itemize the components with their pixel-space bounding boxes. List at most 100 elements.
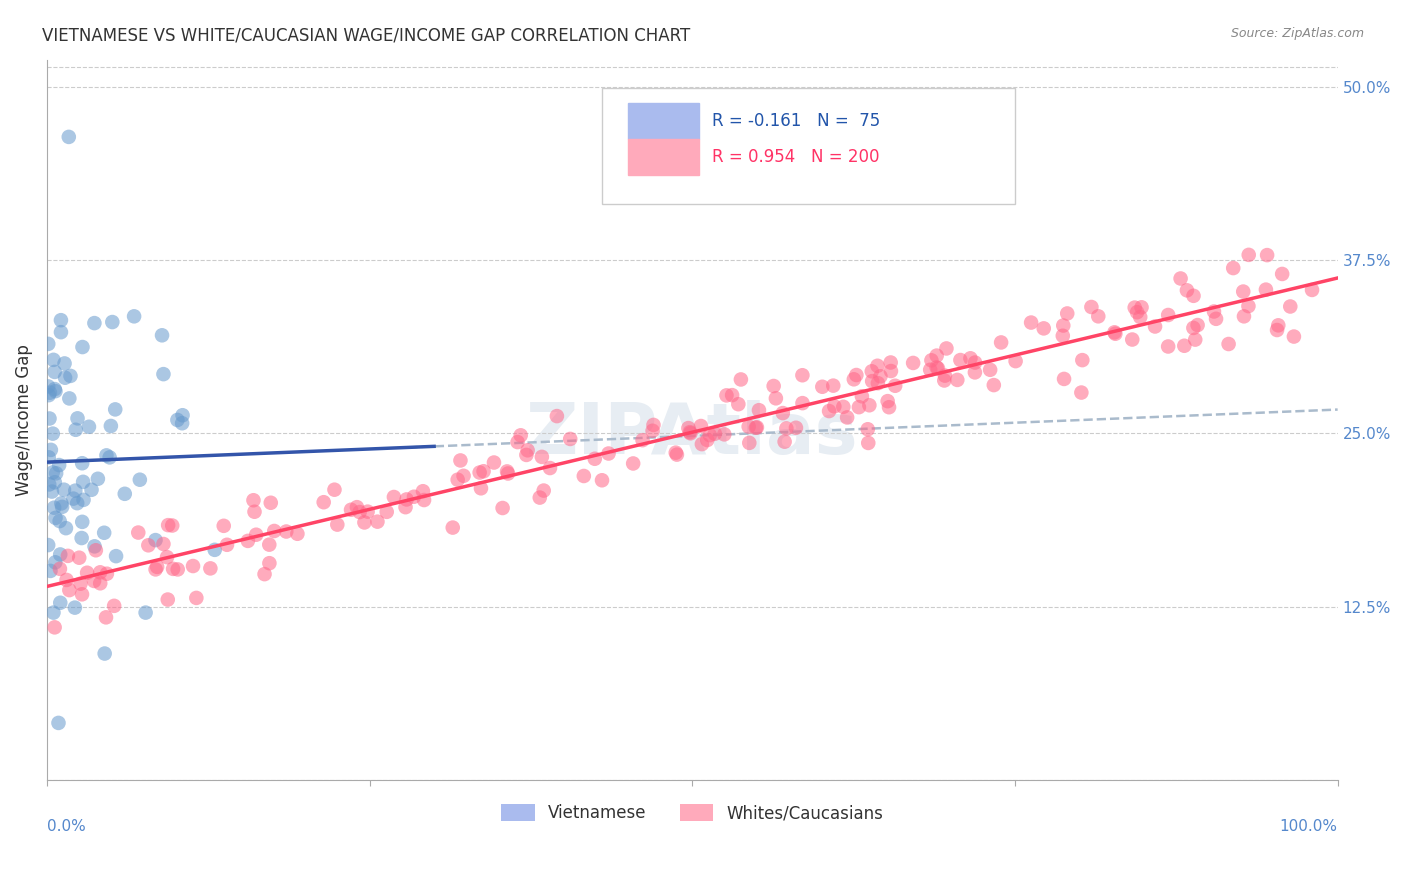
Point xyxy=(583,451,606,466)
Point xyxy=(690,419,713,434)
Point xyxy=(375,505,398,519)
Point xyxy=(67,550,90,565)
Text: VIETNAMESE VS WHITE/CAUCASIAN WAGE/INCOME GAP CORRELATION CHART: VIETNAMESE VS WHITE/CAUCASIAN WAGE/INCOM… xyxy=(42,27,690,45)
Point xyxy=(1233,310,1256,324)
Point xyxy=(49,562,72,576)
Point xyxy=(83,539,105,553)
Point xyxy=(699,428,721,442)
Point xyxy=(66,496,89,510)
Point xyxy=(44,511,66,525)
Point xyxy=(1173,339,1195,353)
Point xyxy=(42,352,65,367)
Point xyxy=(845,368,868,382)
Point xyxy=(869,369,891,384)
Point xyxy=(70,515,93,529)
Point xyxy=(44,475,66,490)
Point xyxy=(84,543,107,558)
Point xyxy=(70,531,93,545)
Point xyxy=(260,496,283,510)
Text: Source: ZipAtlas.com: Source: ZipAtlas.com xyxy=(1230,27,1364,40)
Point xyxy=(39,564,62,578)
Point xyxy=(243,505,266,519)
Point xyxy=(775,421,797,435)
Point xyxy=(591,473,613,487)
Point xyxy=(515,448,537,462)
Point xyxy=(934,368,956,383)
Point xyxy=(1218,337,1240,351)
Point xyxy=(837,410,859,425)
Point xyxy=(665,448,688,462)
Point xyxy=(832,400,855,414)
Point xyxy=(965,355,987,369)
Point xyxy=(1175,283,1198,297)
Point xyxy=(160,518,183,533)
Point xyxy=(98,450,121,465)
Point xyxy=(745,421,768,435)
Point xyxy=(560,432,582,446)
Point xyxy=(212,518,235,533)
Point xyxy=(356,505,378,519)
Point xyxy=(737,419,759,434)
Point xyxy=(105,549,128,563)
Point xyxy=(696,433,718,447)
Point xyxy=(925,349,948,363)
Point xyxy=(858,398,880,412)
Point xyxy=(135,606,157,620)
Y-axis label: Wage/Income Gap: Wage/Income Gap xyxy=(15,343,32,496)
Point xyxy=(87,472,110,486)
Point xyxy=(1004,354,1026,368)
Point xyxy=(785,421,807,435)
Point xyxy=(150,328,173,343)
Point xyxy=(690,437,713,451)
Point xyxy=(42,426,65,441)
Point xyxy=(53,356,76,370)
Point xyxy=(1182,289,1205,303)
Point xyxy=(1301,283,1323,297)
Point xyxy=(200,561,222,575)
Point xyxy=(93,647,115,661)
Point xyxy=(162,562,184,576)
FancyBboxPatch shape xyxy=(627,103,699,139)
Point xyxy=(49,313,72,327)
Point xyxy=(509,428,531,442)
Point xyxy=(1070,385,1092,400)
Point xyxy=(37,379,59,393)
Point xyxy=(157,518,180,533)
Point xyxy=(935,342,957,356)
Point xyxy=(42,606,65,620)
Point xyxy=(41,466,63,480)
Point xyxy=(127,525,149,540)
Point xyxy=(72,340,94,354)
Point xyxy=(89,576,111,591)
Point xyxy=(42,500,65,515)
Point xyxy=(402,490,425,504)
Point xyxy=(1104,326,1126,340)
Point xyxy=(1184,333,1206,347)
Point xyxy=(516,443,538,458)
Point xyxy=(48,514,70,528)
Point xyxy=(678,421,700,435)
Point xyxy=(491,501,513,516)
Point xyxy=(122,310,145,324)
Point xyxy=(72,492,94,507)
Point xyxy=(349,505,371,519)
Point xyxy=(738,435,761,450)
Point xyxy=(765,392,787,406)
Point xyxy=(166,413,188,427)
Point xyxy=(114,487,136,501)
Point xyxy=(70,587,93,601)
Point xyxy=(1121,333,1143,347)
Point xyxy=(1254,283,1277,297)
Point xyxy=(1182,321,1205,335)
Point xyxy=(1271,267,1294,281)
Point xyxy=(748,403,770,417)
Point xyxy=(1205,311,1227,326)
Point xyxy=(49,548,72,562)
Point xyxy=(58,129,80,144)
Point xyxy=(58,392,80,406)
Point xyxy=(56,549,79,563)
Point xyxy=(49,596,72,610)
Point xyxy=(65,423,87,437)
Point xyxy=(128,473,150,487)
Point xyxy=(53,483,76,497)
